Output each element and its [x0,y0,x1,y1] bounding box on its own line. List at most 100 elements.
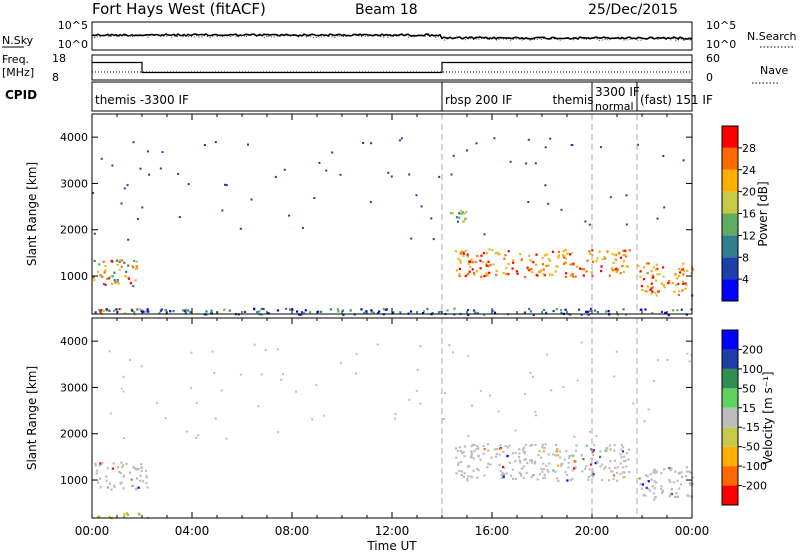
scatter-cell [535,273,538,277]
nave-tick-high: 60 [706,52,720,65]
scatter-cell [618,252,621,255]
scatter-cell [258,310,261,313]
scatter-cell [614,268,617,271]
scatter-cell [596,460,599,463]
scatter-cell [632,402,635,405]
scatter-cell [125,270,128,273]
scatter-cell [466,149,469,152]
scatter-cell [566,473,569,476]
x-tick-label: 12:00 [375,524,410,538]
scatter-cell [203,144,206,146]
scatter-cell [462,451,465,454]
scatter-cell [470,456,473,459]
freq-tick-high: 18 [52,52,66,65]
scatter-cell [622,446,625,449]
scatter-cell [533,462,536,465]
scatter-cell [214,141,217,144]
scatter-cell [455,216,459,219]
scatter-cell [146,486,149,489]
scatter-cell [260,307,263,311]
scatter-cell [662,266,665,269]
scatter-cell [673,290,676,293]
scatter-cell [301,226,304,229]
scatter-cell [639,270,642,273]
scatter-cell [101,275,104,278]
scatter-cell [267,312,270,315]
scatter-cell [116,310,119,313]
scatter-cell [572,262,575,265]
scatter-cell [569,479,572,482]
scatter-cell [663,286,666,289]
scatter-cell [355,372,357,375]
scatter-cell [349,309,352,312]
scatter-cell [98,464,101,467]
scatter-cell [543,476,546,479]
scatter-cell [115,259,119,262]
scatter-cell [480,275,483,278]
scatter-cell [526,461,529,465]
scatter-cell [493,448,496,451]
scatter-cell [468,270,471,273]
scatter-cell [537,454,540,457]
scatter-cell [530,459,533,462]
scatter-cell [465,210,468,213]
scatter-cell [119,259,122,262]
scatter-cell [686,494,689,497]
scatter-cell [378,310,381,313]
scatter-cell [628,471,631,474]
scatter-cell [681,268,685,271]
scatter-cell [686,269,689,272]
scatter-cell [460,212,463,215]
scatter-cell [120,265,123,268]
scatter-cell [542,273,545,276]
scatter-cell [455,456,458,459]
scatter-cell [591,453,595,457]
scatter-cell [603,255,606,259]
scatter-cell [619,256,623,259]
scatter-cell [459,259,462,262]
scatter-cell [532,474,535,477]
scatter-cell [682,273,685,276]
scatter-cell [488,248,491,251]
scatter-cell [485,264,488,267]
scatter-cell [523,393,526,396]
scatter-cell [470,445,473,448]
scatter-cell [432,238,435,241]
scatter-cell [668,466,671,470]
scatter-cell [653,498,656,501]
scatter-cell [591,254,594,257]
scatter-cell [682,262,685,265]
scatter-cell [300,313,303,316]
scatter-cell [471,268,474,271]
freq-label: Freq. [2,53,29,66]
scatter-cell [592,260,595,263]
scatter-cell [661,489,664,493]
scatter-cell [189,310,192,314]
scatter-cell [92,191,95,194]
scatter-cell [556,448,559,451]
scatter-cell [426,307,429,311]
scatter-cell [649,288,652,292]
scatter-cell [625,194,628,197]
scatter-cell [475,448,478,451]
scatter-cell [463,212,466,215]
scatter-cell [549,273,552,276]
scatter-cell [600,270,603,273]
scatter-cell [129,358,131,361]
scatter-cell [621,471,624,474]
scatter-cell [135,260,138,263]
scatter-cell [596,311,599,314]
scatter-cell [169,310,172,313]
scatter-cell [573,460,576,463]
y-tick-label: 3000 [60,381,88,394]
scatter-cell [489,463,492,466]
scatter-cell [527,201,530,203]
scatter-cell [646,475,649,478]
scatter-cell [313,197,316,199]
scatter-cell [384,308,387,312]
scatter-cell [671,281,674,285]
scatter-cell [523,458,526,461]
scatter-cell [638,477,641,480]
scatter-cell [438,175,441,178]
scatter-cell [511,468,514,471]
